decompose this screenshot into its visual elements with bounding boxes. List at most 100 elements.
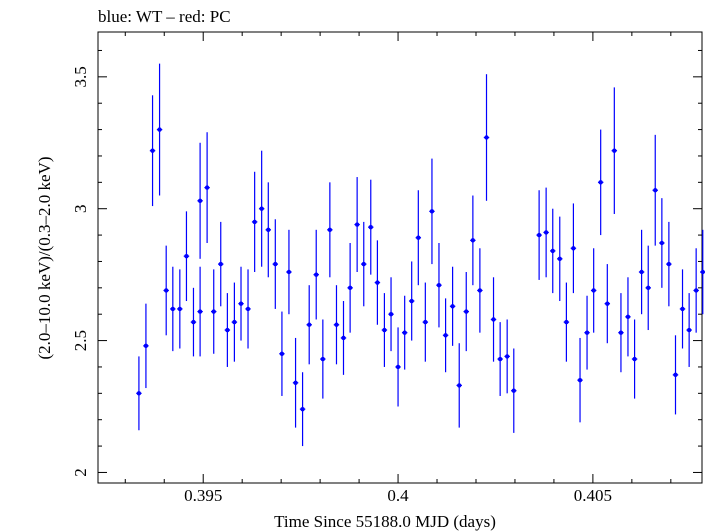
data-point-wt [245, 269, 251, 349]
data-point-wt [258, 150, 265, 267]
data-marker [177, 306, 183, 312]
data-point-wt [211, 269, 217, 354]
data-marker [598, 180, 603, 185]
data-marker [450, 304, 455, 309]
y-axis-label: (2.0–10.0 keV)/(0.3–2.0 keV) [35, 156, 54, 359]
data-point-pc [672, 335, 679, 415]
data-marker [286, 269, 292, 275]
data-point-pc [631, 319, 638, 399]
data-marker [477, 288, 483, 293]
data-marker [680, 306, 685, 312]
data-point-wt [286, 229, 292, 315]
y-tick-label: 3 [71, 204, 90, 213]
data-marker [423, 319, 428, 325]
data-point-wt [320, 319, 326, 399]
data-point-wt [251, 171, 258, 273]
data-marker [666, 261, 672, 267]
data-point-wt [354, 177, 360, 273]
data-point-wt [197, 142, 203, 259]
y-tick-label: 2 [71, 468, 90, 477]
data-point-pc [618, 293, 624, 373]
y-axis: 2 2.5 3 3.5 [71, 49, 702, 477]
data-point-pc [604, 264, 611, 344]
data-point-wt [463, 272, 469, 352]
data-marker [571, 246, 576, 251]
data-marker [197, 309, 203, 314]
data-point-wt [497, 322, 503, 396]
x-tick-label: 0.395 [184, 486, 222, 505]
data-point-wt [190, 287, 197, 357]
data-point-wt [218, 221, 224, 307]
data-marker [354, 222, 360, 227]
data-point-wt [299, 372, 306, 447]
data-marker [605, 301, 610, 306]
data-marker [232, 319, 237, 325]
data-point-wt [408, 261, 415, 341]
x-tick-label: 0.405 [574, 486, 612, 505]
data-marker [402, 330, 407, 335]
data-marker [136, 391, 142, 396]
data-marker [443, 333, 448, 338]
data-point-pc [693, 248, 699, 333]
data-marker [307, 322, 312, 327]
data-marker [266, 227, 271, 233]
data-marker [245, 306, 251, 312]
data-point-pc [590, 248, 597, 333]
data-marker [334, 322, 339, 327]
data-point-wt [279, 311, 285, 396]
data-marker [673, 372, 678, 378]
data-point-wt [177, 269, 183, 349]
data-marker [314, 272, 319, 277]
data-point-wt [504, 319, 510, 394]
data-point-pc [625, 277, 631, 357]
data-marker [252, 219, 257, 225]
data-point-wt [306, 285, 312, 365]
data-marker [368, 224, 373, 230]
data-marker [577, 377, 583, 383]
data-point-pc [686, 293, 692, 367]
data-marker [536, 232, 542, 238]
data-point-wt [149, 95, 156, 207]
data-point-pc [543, 187, 549, 278]
data-marker [416, 235, 421, 240]
data-point-wt [422, 282, 429, 362]
data-marker [341, 335, 346, 341]
data-point-wt [368, 179, 374, 275]
data-marker [632, 356, 637, 362]
data-point-pc [700, 229, 705, 315]
data-point-pc [550, 208, 556, 294]
data-point-pc [597, 129, 604, 236]
data-marker [591, 288, 596, 293]
data-marker [639, 269, 644, 275]
data-marker [163, 288, 169, 293]
data-point-wt [224, 293, 231, 367]
data-point-wt [449, 266, 456, 346]
data-marker [470, 238, 476, 243]
data-marker [225, 327, 230, 333]
y-tick-label: 2.5 [71, 330, 90, 351]
data-marker [584, 330, 590, 335]
data-point-pc [557, 216, 563, 302]
plot-frame [97, 31, 703, 484]
data-point-wt [470, 195, 476, 286]
y-tick-label: 3.5 [71, 66, 90, 87]
data-point-wt [333, 285, 340, 365]
data-point-pc [666, 221, 672, 307]
data-marker [259, 206, 264, 211]
data-point-pc [659, 198, 665, 288]
data-marker [204, 185, 210, 190]
x-axis: 0.395 0.4 0.405 [124, 32, 672, 505]
chart-title: blue: WT – red: PC [98, 7, 231, 26]
data-point-wt [442, 298, 449, 373]
data-marker [659, 240, 665, 246]
data-point-pc [536, 190, 542, 280]
data-marker [686, 327, 692, 333]
data-marker [491, 317, 496, 322]
data-marker [543, 230, 549, 235]
data-marker [279, 351, 285, 356]
data-point-wt [231, 282, 238, 362]
data-point-wt [401, 295, 408, 370]
data-marker [504, 354, 510, 359]
data-point-pc [584, 295, 590, 370]
data-marker [293, 380, 298, 385]
